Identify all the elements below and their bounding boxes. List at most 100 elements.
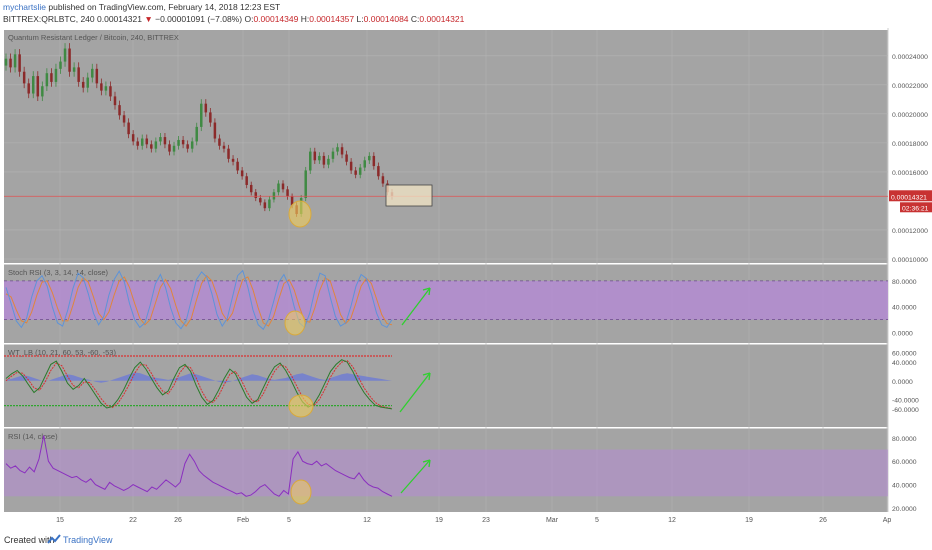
y-tick-label: 40.0000 <box>892 360 917 367</box>
stoch-band <box>4 280 888 320</box>
candle-body <box>268 199 271 209</box>
pane-title: Quantum Resistant Ledger / Bitcoin, 240,… <box>8 33 179 42</box>
y-tick-label: 40.0000 <box>892 305 917 312</box>
candle-body <box>336 147 339 152</box>
wt-histogram-area <box>6 372 392 383</box>
x-tick-label: 26 <box>174 517 182 524</box>
tradingview-logo-icon <box>47 534 61 544</box>
highlight-circle <box>288 394 314 418</box>
low-value: 0.00014084 <box>363 14 409 24</box>
candle-body <box>81 81 85 88</box>
highlight-circle <box>290 479 312 505</box>
candle-body <box>136 141 139 146</box>
candle-body <box>181 139 185 145</box>
x-tick-label: Ap <box>883 517 892 524</box>
last-price-label: 0.00014321 <box>97 14 142 24</box>
candle-body <box>327 158 330 165</box>
candle-body <box>190 141 194 149</box>
candle-body <box>36 76 40 97</box>
candle-body <box>281 183 285 190</box>
candle-body <box>259 198 262 203</box>
x-tick-label: Feb <box>237 517 249 524</box>
candle-body <box>322 155 326 165</box>
candle-body <box>240 170 244 177</box>
candle-body <box>218 138 221 146</box>
candle-body <box>54 68 58 82</box>
chart-canvas[interactable]: 15 22 26 Feb 5 12 19 23 Mar 5 12 19 26 Ap 0.00024000 0.… <box>0 28 932 530</box>
candle-body <box>113 96 117 106</box>
candle-body <box>63 48 67 62</box>
candle-body <box>127 122 130 135</box>
candle-body <box>286 189 289 197</box>
candle-body <box>45 73 49 87</box>
last-price-tag-label: 0.00014321 <box>891 194 927 201</box>
candle-body <box>100 83 103 91</box>
candle-body <box>304 170 307 199</box>
candle-body <box>249 184 253 193</box>
candle-body <box>145 138 149 145</box>
candle-body <box>290 196 294 206</box>
pane-title: WT_LB (10, 21, 60, 53, -60, -53) <box>8 348 116 357</box>
candle-body <box>377 166 380 177</box>
change-label: −0.00001091 (−7.08%) <box>155 14 243 24</box>
x-tick-label: 26 <box>819 517 827 524</box>
stoch-arrow-up <box>401 287 431 326</box>
price-scale <box>888 28 932 530</box>
candle-body <box>204 103 208 113</box>
arrow-head <box>422 459 431 468</box>
high-value: 0.00014357 <box>309 14 355 24</box>
candle-body <box>222 145 226 149</box>
candle-body <box>254 192 258 199</box>
candle-body <box>31 76 35 94</box>
candle-body <box>277 183 280 193</box>
candle-body <box>4 58 8 66</box>
close-value: 0.00014321 <box>419 14 465 24</box>
candle-body <box>186 144 189 149</box>
symbol-line: BITTREX:QRLBTC, 240 0.00014321 ▼ −0.0000… <box>3 14 464 24</box>
highlight-circle <box>284 310 306 336</box>
candle-body <box>318 155 321 161</box>
candle-body <box>9 58 12 68</box>
stoch-k-line <box>5 269 393 331</box>
candle-body <box>150 144 153 149</box>
rsi-line <box>5 435 393 497</box>
candle-body <box>349 161 353 171</box>
x-tick-label: 12 <box>363 517 371 524</box>
arrow-head <box>422 287 431 296</box>
author-link[interactable]: mychartslie <box>3 2 46 12</box>
publish-line: mychartslie published on TradingView.com… <box>3 2 280 12</box>
candle-body <box>159 137 162 142</box>
candle-body <box>272 192 276 200</box>
candle-body <box>363 160 367 168</box>
x-tick-label: 5 <box>287 517 291 524</box>
x-tick-label: Mar <box>546 517 559 524</box>
tradingview-brand[interactable]: TradingView <box>63 535 113 545</box>
x-tick-label: 12 <box>668 517 676 524</box>
candle-body <box>122 115 126 123</box>
last-price-tag <box>889 190 932 202</box>
footer: Created with TradingView <box>0 530 932 550</box>
y-tick-label: 40.0000 <box>892 483 917 490</box>
price-target-box <box>385 184 433 207</box>
pane-title: RSI (14, close) <box>8 432 58 441</box>
down-arrow-icon: ▼ <box>144 14 153 24</box>
candle-body <box>263 202 267 209</box>
candle-body <box>13 54 17 68</box>
candle-body <box>313 151 317 161</box>
candle-body <box>381 176 385 184</box>
candle-body <box>109 86 112 97</box>
candle-body <box>168 144 171 152</box>
candle-body <box>236 161 239 171</box>
countdown-label: 02:36:21 <box>902 205 929 212</box>
y-tick-label: -40.0000 <box>892 398 919 405</box>
y-tick-label: 20.0000 <box>892 506 917 513</box>
candle-body <box>372 155 376 167</box>
x-tick-label: 19 <box>435 517 443 524</box>
highlight-circle <box>288 200 312 228</box>
wt-arrow-up <box>399 372 431 413</box>
y-tick-label: -60.0000 <box>892 407 919 414</box>
open-label: O: <box>244 14 254 24</box>
candle-body <box>209 112 212 123</box>
y-tick-label: 0.00012000 <box>892 228 928 235</box>
y-tick-label: 0.00010000 <box>892 257 928 264</box>
